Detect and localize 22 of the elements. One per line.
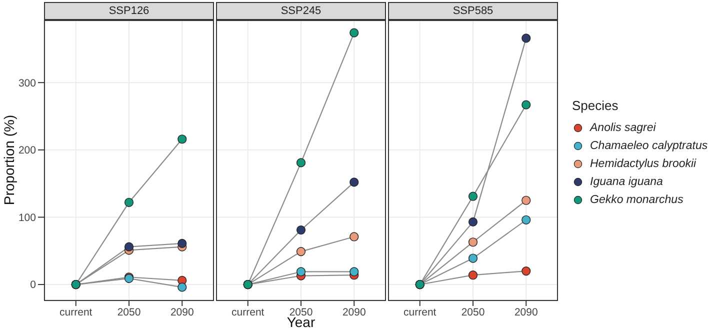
y-tick-label: 100 (18, 212, 36, 224)
legend-label: Anolis sagrei (590, 122, 656, 134)
x-tick-label: current (232, 306, 264, 318)
y-tick-label: 0 (30, 279, 36, 292)
x-tick-label: 2050 (461, 306, 485, 318)
y-axis-title: Proportion (%) (1, 114, 17, 206)
x-tick-label: current (404, 306, 436, 318)
legend-label: Hemidactylus brookii (590, 158, 696, 170)
y-tick-label: 300 (18, 77, 36, 90)
x-tick-label: current (60, 306, 92, 318)
chart-title: SSP126 (44, 2, 214, 20)
y-tick-label: 200 (18, 144, 36, 157)
chart-title: SSP585 (388, 2, 558, 20)
chart-title: SSP245 (216, 2, 386, 20)
x-tick-label: 2090 (170, 306, 194, 318)
x-tick-label: 2090 (342, 306, 366, 318)
legend-label: Iguana iguana (590, 176, 663, 188)
x-tick-label: 2090 (514, 306, 538, 318)
legend-title: Species (572, 98, 620, 113)
legend-label: Chamaeleo calyptratus (590, 140, 708, 152)
legend-label: Gekko monarchus (590, 194, 684, 206)
x-tick-label: 2050 (117, 306, 141, 318)
